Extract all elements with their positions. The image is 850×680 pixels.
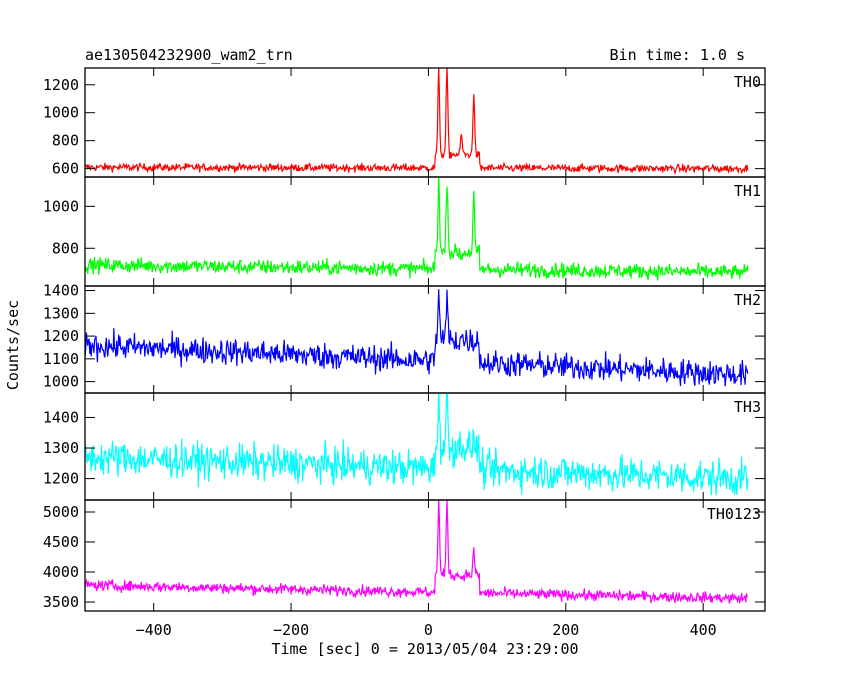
y-tick-label: 1200 bbox=[43, 327, 79, 345]
series-line-th0123 bbox=[85, 500, 749, 604]
y-tick-label: 5000 bbox=[43, 503, 79, 521]
y-tick-label: 600 bbox=[52, 160, 79, 178]
y-axis-label: Counts/sec bbox=[4, 300, 22, 390]
panel-th0: 600 800 1000 1200 TH0 bbox=[43, 67, 766, 178]
series-label-th3: TH3 bbox=[734, 398, 761, 416]
y-tick-label: 4500 bbox=[43, 533, 79, 551]
bin-time-label: Bin time: 1.0 s bbox=[610, 46, 745, 64]
y-tick-label: 1400 bbox=[43, 282, 79, 300]
y-tick-label: 1200 bbox=[43, 76, 79, 94]
panel-th0123: 3500 4000 4500 5000 TH0123 bbox=[43, 499, 766, 612]
y-tick-label: 1100 bbox=[43, 350, 79, 368]
panel-frame bbox=[84, 499, 766, 612]
panel-frame bbox=[84, 285, 766, 394]
series-line-th3 bbox=[85, 393, 749, 496]
series-label-th1: TH1 bbox=[734, 182, 761, 200]
y-tick-label: 800 bbox=[52, 132, 79, 150]
x-axis-label: Time [sec] 0 = 2013/05/04 23:29:00 bbox=[271, 640, 578, 658]
x-tick-label: −200 bbox=[273, 621, 309, 639]
y-tick-label: 1000 bbox=[43, 104, 79, 122]
y-tick-label: 1300 bbox=[43, 439, 79, 457]
y-tick-label: 4000 bbox=[43, 563, 79, 581]
panel-frame bbox=[84, 67, 766, 178]
y-tick-label: 1000 bbox=[43, 373, 79, 391]
panel-th1: 800 1000 TH1 bbox=[43, 176, 766, 287]
x-tick-label: 400 bbox=[690, 621, 717, 639]
x-tick-label: −400 bbox=[136, 621, 172, 639]
y-tick-label: 1400 bbox=[43, 408, 79, 426]
y-tick-label: 1200 bbox=[43, 470, 79, 488]
y-tick-label: 1000 bbox=[43, 197, 79, 215]
x-tick-label: 0 bbox=[424, 621, 433, 639]
y-tick-label: 800 bbox=[52, 239, 79, 257]
series-line-th0 bbox=[85, 68, 749, 176]
series-line-th1 bbox=[85, 177, 749, 281]
panel-frame bbox=[84, 392, 766, 501]
series-line-th2 bbox=[85, 289, 749, 387]
series-label-th0: TH0 bbox=[734, 73, 761, 91]
y-tick-label: 1300 bbox=[43, 304, 79, 322]
panel-th2: 1000 1100 1200 1300 1400 TH2 bbox=[43, 282, 766, 394]
panel-th3: 1200 1300 1400 TH3 bbox=[43, 392, 766, 501]
y-tick-label: 3500 bbox=[43, 593, 79, 611]
series-label-th0123: TH0123 bbox=[707, 505, 761, 523]
series-label-th2: TH2 bbox=[734, 291, 761, 309]
chart-title: ae130504232900_wam2_trn bbox=[85, 46, 293, 64]
x-tick-label: 200 bbox=[552, 621, 579, 639]
